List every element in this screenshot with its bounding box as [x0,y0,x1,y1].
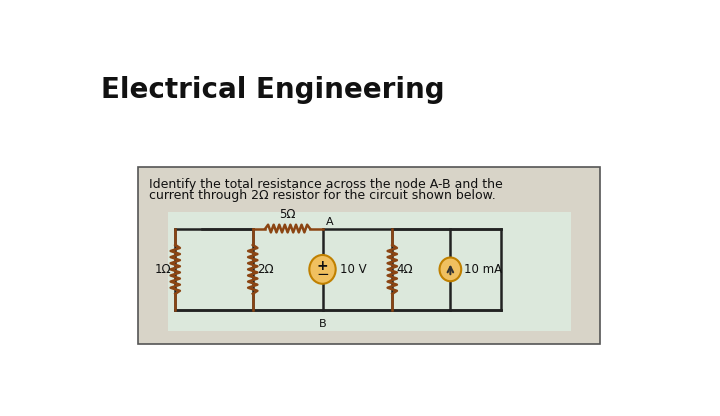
Text: Electrical Engineering: Electrical Engineering [101,76,444,104]
Text: 10 V: 10 V [340,263,366,276]
FancyBboxPatch shape [168,212,570,331]
Ellipse shape [310,255,336,284]
Text: A: A [326,218,334,228]
Text: current through 2Ω resistor for the circuit shown below.: current through 2Ω resistor for the circ… [149,188,495,201]
Text: Identify the total resistance across the node A-B and the: Identify the total resistance across the… [149,178,503,191]
Text: 4Ω: 4Ω [396,263,413,276]
Text: 5Ω: 5Ω [279,208,296,221]
Text: B: B [319,319,326,329]
Text: 10 mA: 10 mA [464,263,503,276]
Text: 2Ω: 2Ω [257,263,274,276]
Text: 1Ω: 1Ω [155,263,171,276]
FancyBboxPatch shape [138,167,600,344]
Text: +: + [317,258,328,272]
Ellipse shape [439,258,462,281]
Text: −: − [316,267,329,282]
